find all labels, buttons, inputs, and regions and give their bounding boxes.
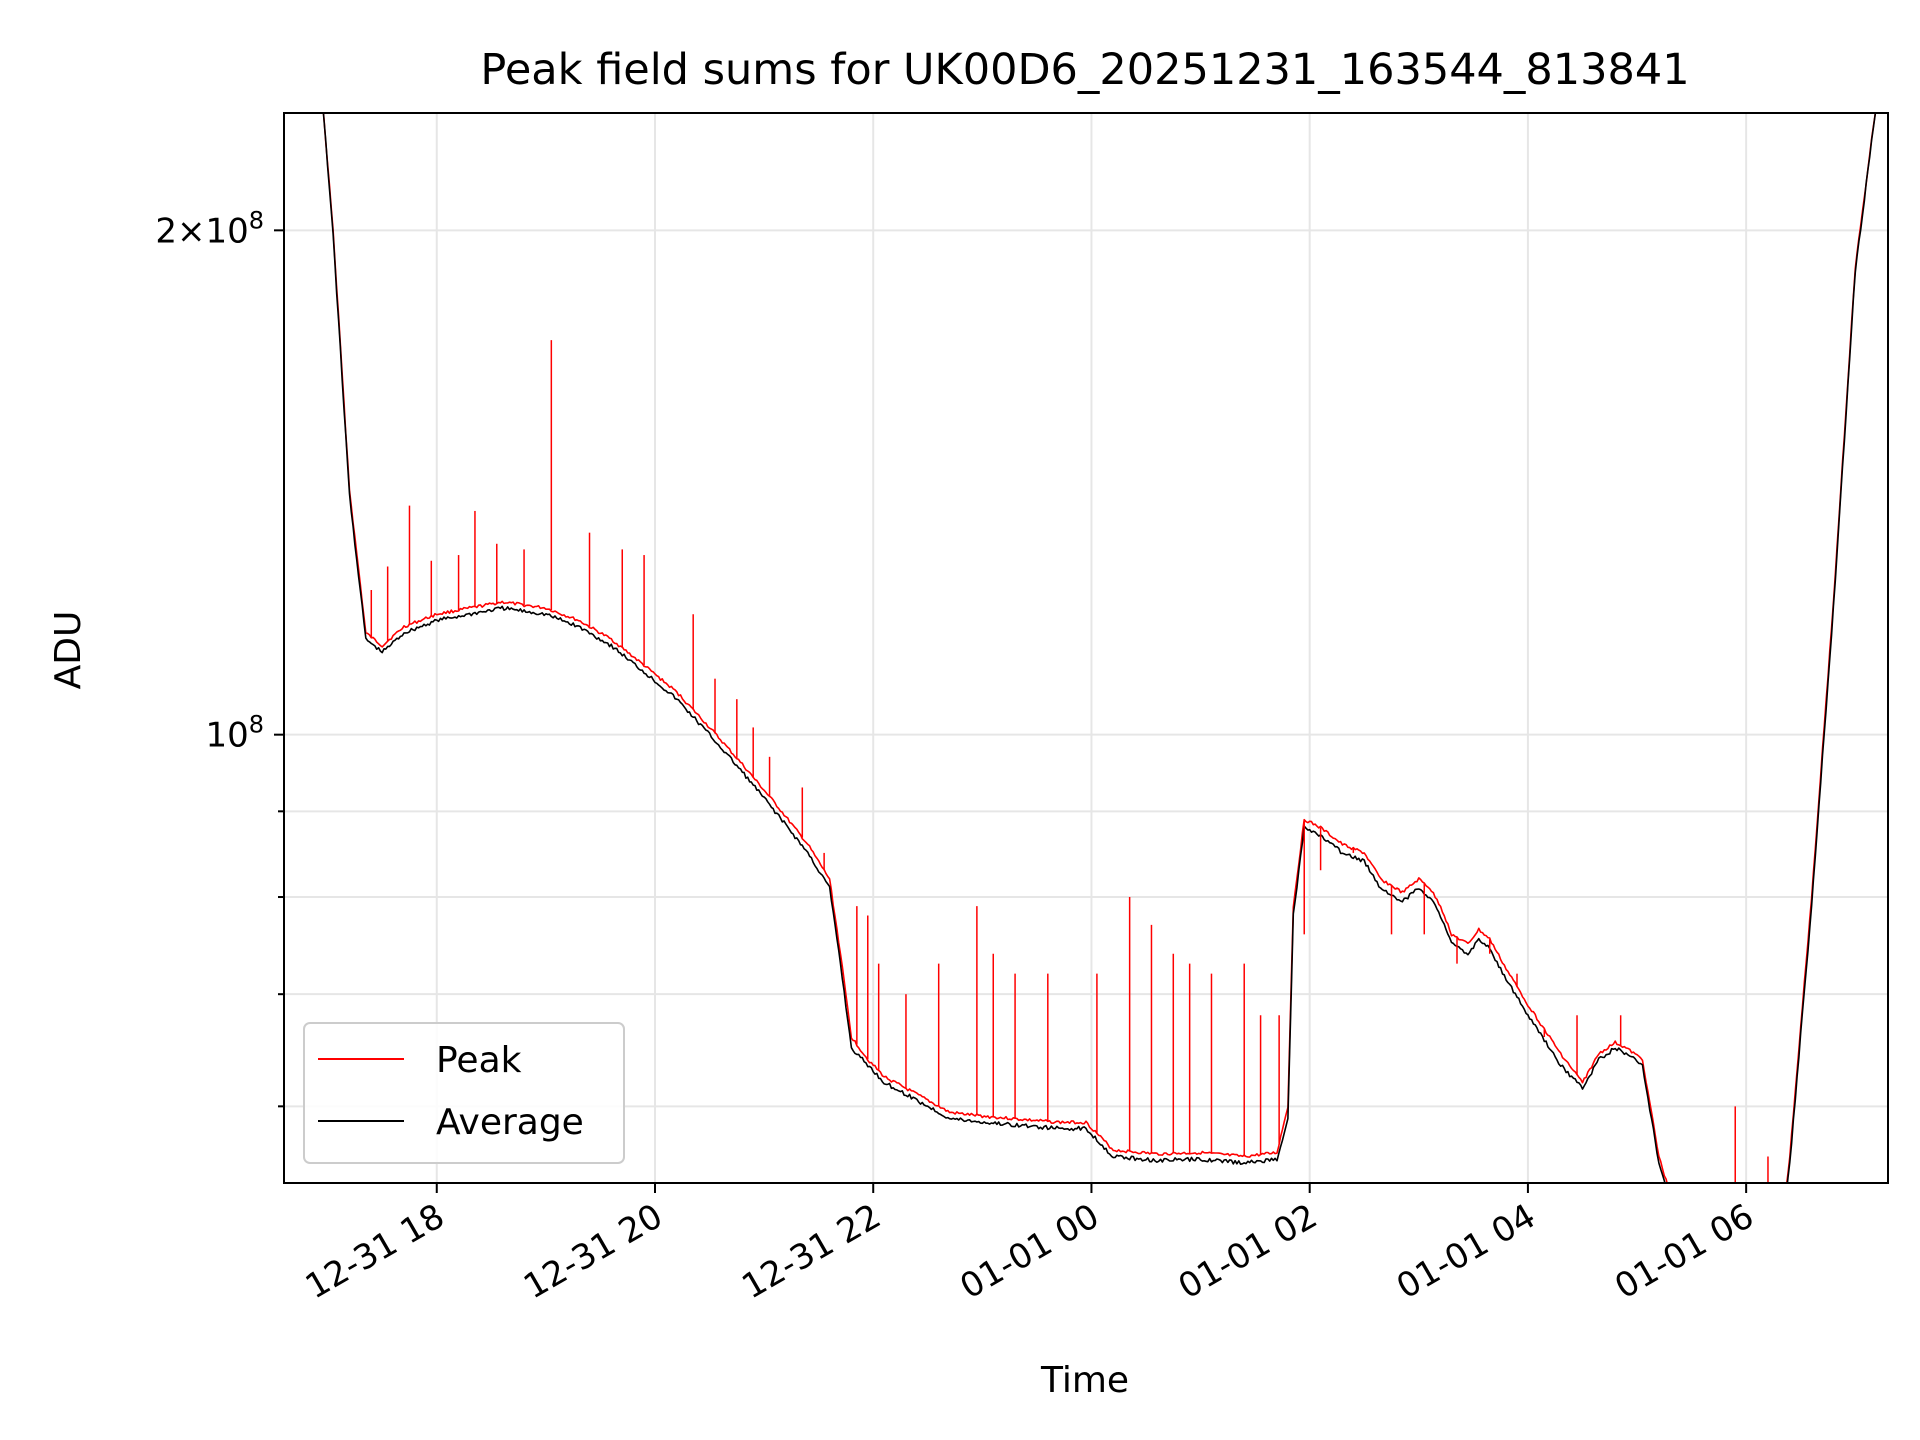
legend-average-label: Average — [436, 1102, 584, 1143]
average-series-line — [322, 113, 1877, 1183]
x-axis-label: Time — [1040, 1360, 1129, 1401]
grid — [284, 113, 1888, 1183]
y-tick-label: 2×108 — [155, 206, 264, 251]
data-lines — [322, 113, 1877, 1183]
legend-peak-label: Peak — [436, 1040, 522, 1081]
y-tick-label: 108 — [205, 711, 264, 756]
plot-frame — [283, 112, 1889, 1184]
peak-series-line — [322, 113, 1877, 1183]
legend: Peak Average — [303, 1022, 625, 1164]
chart-title: Peak field sums for UK00D6_20251231_1635… — [480, 45, 1689, 95]
y-axis-label: ADU — [48, 611, 89, 690]
